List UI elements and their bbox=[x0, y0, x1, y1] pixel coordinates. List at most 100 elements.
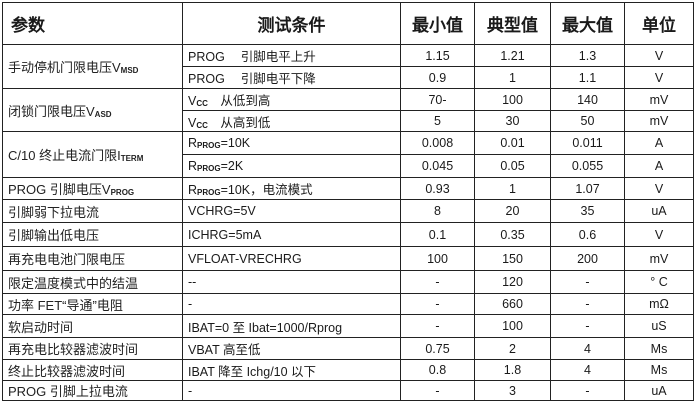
typ-value-cell: 660 bbox=[474, 293, 551, 315]
parameter-cell: 闭锁门限电压VASD bbox=[2, 88, 183, 132]
max-value-cell: 1.3 bbox=[550, 44, 625, 67]
condition-text: R bbox=[188, 183, 198, 197]
condition-text: ICHRG=5mA bbox=[188, 227, 262, 242]
test-condition-cell: PROG 引脚电平上升 bbox=[182, 44, 401, 67]
condition-text: PROG 引脚电平下降 bbox=[188, 72, 316, 86]
min-value-cell: 0.93 bbox=[400, 177, 475, 200]
condition-text: PROG 引脚电平上升 bbox=[188, 50, 316, 64]
test-condition-cell: VFLOAT-VRECHRG bbox=[182, 246, 401, 271]
min-value-cell: 0.045 bbox=[400, 154, 475, 178]
unit-cell: mV bbox=[624, 88, 694, 111]
condition-suffix: =2K bbox=[220, 159, 244, 173]
max-value-cell: 200 bbox=[550, 246, 625, 271]
min-value-cell: 0.8 bbox=[400, 359, 475, 381]
unit-cell: A bbox=[624, 154, 694, 178]
condition-subscript: CC bbox=[196, 120, 208, 130]
condition-text: -- bbox=[188, 275, 197, 289]
condition-suffix: =10K，电流模式 bbox=[220, 183, 313, 197]
parameter-text: C/10 终止电流门限I bbox=[8, 148, 121, 163]
unit-cell: mV bbox=[624, 110, 694, 132]
parameter-text: 引脚输出低电压 bbox=[8, 228, 100, 243]
typ-value-cell: 1.8 bbox=[474, 359, 551, 381]
table-row: 引脚输出低电压 ICHRG=5mA 0.1 0.35 0.6 V bbox=[2, 222, 694, 247]
table-row: 闭锁门限电压VASD VCC 从低到高 70- 100 140 mV bbox=[2, 88, 694, 132]
max-value-cell: - bbox=[550, 270, 625, 294]
condition-text: VFLOAT-VRECHRG bbox=[188, 251, 302, 266]
max-value-cell: 1.1 bbox=[550, 66, 625, 89]
parameter-text: PROG 引脚上拉电流 bbox=[8, 384, 128, 399]
parameter-text: 再充电电池门限电压 bbox=[8, 252, 126, 267]
min-value-cell: 0.1 bbox=[400, 222, 475, 247]
header-min: 最小值 bbox=[400, 2, 475, 45]
test-condition-cell: RPROG=2K bbox=[182, 154, 401, 178]
min-value-cell: 0.008 bbox=[400, 131, 475, 155]
table-row: 引脚弱下拉电流 VCHRG=5V 8 20 35 uA bbox=[2, 199, 694, 223]
test-condition-cell: ICHRG=5mA bbox=[182, 222, 401, 247]
parameter-cell: 软启动时间 bbox=[2, 314, 183, 338]
header-row: 参数 测试条件 最小值 典型值 最大值 单位 bbox=[2, 2, 694, 45]
test-condition-cell: VCC 从高到低 bbox=[182, 110, 401, 132]
typ-value-cell: 1 bbox=[474, 177, 551, 200]
parameter-text: 手动停机门限电压V bbox=[8, 60, 121, 75]
condition-text: VCHRG=5V bbox=[188, 204, 256, 218]
condition-subscript: PROG bbox=[197, 188, 221, 197]
max-value-cell: - bbox=[550, 314, 625, 338]
condition-subscript: PROG bbox=[197, 141, 221, 150]
unit-cell: A bbox=[624, 131, 694, 155]
unit-cell: V bbox=[624, 66, 694, 89]
parameter-text: 闭锁门限电压V bbox=[8, 103, 95, 119]
typ-value-cell: 0.05 bbox=[474, 154, 551, 178]
table-row: 终止比较器滤波时间 IBAT 降至 Ichg/10 以下 0.8 1.8 4 Ms bbox=[2, 359, 694, 381]
typ-value-cell: 150 bbox=[474, 246, 551, 271]
max-value-cell: 4 bbox=[550, 359, 625, 381]
table-row: 限定温度模式中的结温 -- -120- ° C bbox=[2, 270, 694, 294]
test-condition-cell: -- bbox=[182, 270, 401, 294]
typ-value-cell: 0.01 bbox=[474, 131, 551, 155]
max-value-cell: 1.07 bbox=[550, 177, 625, 200]
header-parameter: 参数 bbox=[2, 2, 183, 45]
parameter-text: 功率 FET“导通”电阻 bbox=[8, 297, 123, 313]
typ-value-cell: 1 bbox=[474, 66, 551, 89]
condition-suffix: 从高到低 bbox=[207, 115, 271, 130]
typ-value-cell: 1.21 bbox=[474, 44, 551, 67]
unit-cell: uA bbox=[624, 380, 694, 401]
typ-value-cell: 100 bbox=[474, 314, 551, 338]
unit-cell: mΩ bbox=[624, 293, 694, 315]
condition-text: R bbox=[188, 136, 198, 150]
max-value-cell: 35 bbox=[550, 199, 625, 223]
parameter-subscript: ASD bbox=[94, 109, 112, 119]
table-row: 手动停机门限电压VMSD PROG 引脚电平上升 1.15 1.21 1.3 V bbox=[2, 44, 694, 89]
parameter-cell: 限定温度模式中的结温 bbox=[2, 270, 183, 294]
header-unit: 单位 bbox=[624, 2, 694, 45]
parameter-subscript: PROG bbox=[110, 188, 135, 197]
condition-text: - bbox=[188, 297, 193, 311]
parameter-subscript: TERM bbox=[120, 154, 144, 163]
parameter-cell: 功率 FET“导通”电阻 bbox=[2, 293, 183, 315]
table-row: 再充电电池门限电压 VFLOAT-VRECHRG 100 150 200 mV bbox=[2, 246, 694, 271]
unit-cell: uS bbox=[624, 314, 694, 338]
typ-value-cell: 3 bbox=[474, 380, 551, 401]
parameter-cell: 引脚输出低电压 bbox=[2, 222, 183, 247]
condition-text: IBAT=0 至 Ibat=1000/Rprog bbox=[188, 320, 343, 335]
max-value-cell: - bbox=[550, 380, 625, 401]
condition-text: IBAT 降至 Ichg/10 以下 bbox=[188, 364, 317, 379]
parameter-cell: PROG 引脚电压VPROG bbox=[2, 177, 183, 200]
table-row: 功率 FET“导通”电阻 - -660- mΩ bbox=[2, 293, 694, 315]
unit-cell: Ms bbox=[624, 359, 694, 381]
condition-suffix: =10K bbox=[220, 136, 251, 150]
table-row: PROG 引脚上拉电流 - -3- uA bbox=[2, 380, 694, 401]
parameter-text: 引脚弱下拉电流 bbox=[8, 204, 100, 220]
min-value-cell: 70- bbox=[400, 88, 475, 111]
header-typ: 典型值 bbox=[474, 2, 551, 45]
parameter-text: 终止比较器滤波时间 bbox=[8, 363, 126, 379]
min-value-cell: - bbox=[400, 270, 475, 294]
condition-text: R bbox=[188, 159, 198, 173]
typ-value-cell: 0.35 bbox=[474, 222, 551, 247]
test-condition-cell: RPROG=10K bbox=[182, 131, 401, 155]
unit-cell: V bbox=[624, 177, 694, 200]
header-max: 最大值 bbox=[550, 2, 625, 45]
unit-cell: V bbox=[624, 44, 694, 67]
condition-suffix: 从低到高 bbox=[207, 94, 271, 108]
table-row: C/10 终止电流门限ITERM RPROG=10K 0.008 0.01 0.011 A bbox=[2, 131, 694, 178]
parameter-text: PROG 引脚电压V bbox=[8, 182, 111, 197]
